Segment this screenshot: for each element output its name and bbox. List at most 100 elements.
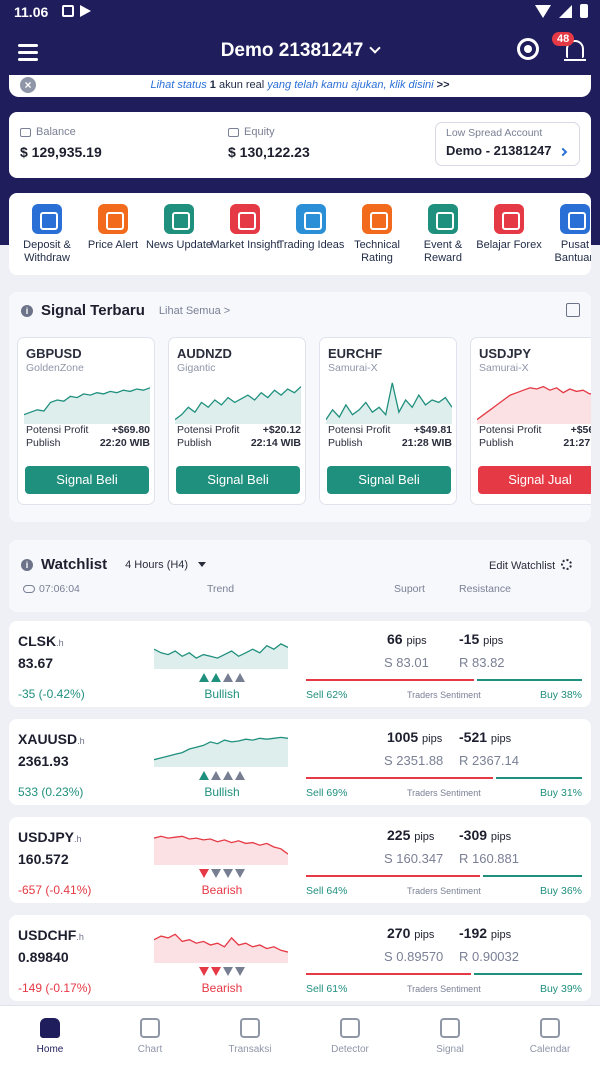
publish-value: 21:27 W bbox=[563, 437, 591, 449]
col-trend: Trend bbox=[207, 583, 235, 595]
price: 83.67 bbox=[18, 655, 54, 671]
menu-item-label: Pusat Bantuan bbox=[554, 239, 592, 264]
cloud-icon bbox=[23, 585, 35, 593]
customer-support-icon[interactable] bbox=[517, 38, 539, 60]
nav-calendar[interactable]: Calendar bbox=[500, 1018, 600, 1055]
signal-buy-button[interactable]: Signal Beli bbox=[25, 466, 149, 494]
nav-home[interactable]: Home bbox=[0, 1018, 100, 1055]
watchlist-row[interactable]: CLSK.h 83.67 -35 (-0.42%) Bullish 66 pips -15… bbox=[9, 621, 591, 707]
triangle-up-icon bbox=[235, 771, 245, 780]
triangle-up-icon bbox=[199, 673, 209, 682]
expand-icon[interactable] bbox=[566, 303, 580, 317]
alert-icon bbox=[98, 204, 128, 234]
signal-pair: AUDNZD bbox=[177, 346, 232, 361]
signal-card[interactable]: GBPUSD GoldenZone Potensi Profit +$69.80 Pub… bbox=[17, 337, 155, 505]
price: 160.572 bbox=[18, 851, 69, 867]
nav-transaksi[interactable]: Transaksi bbox=[200, 1018, 300, 1055]
pips-unit: pips bbox=[490, 929, 512, 941]
menu-item-2[interactable]: News Update bbox=[144, 204, 214, 252]
watchlist-row[interactable]: XAUUSD.h 2361.93 533 (0.23%) Bullish 1005 pi… bbox=[9, 719, 591, 805]
trend-sparkline bbox=[153, 835, 289, 865]
menu-item-4[interactable]: Trading Ideas bbox=[276, 204, 346, 252]
bell-icon[interactable] bbox=[564, 40, 586, 61]
signal-buy-button[interactable]: Signal Beli bbox=[176, 466, 300, 494]
symbol: XAUUSD.h bbox=[18, 731, 85, 747]
publish-value: 22:20 WIB bbox=[99, 437, 150, 449]
triangle-down-icon bbox=[235, 967, 245, 976]
sell-sentiment: Sell 64% bbox=[306, 885, 348, 897]
publish-value: 21:28 WIB bbox=[401, 437, 452, 449]
signal-sell-button[interactable]: Signal Jual bbox=[478, 466, 591, 494]
support-level: S 0.89570 bbox=[384, 949, 444, 964]
edit-watchlist-button[interactable]: Edit Watchlist bbox=[489, 558, 573, 572]
menu-item-5[interactable]: Technical Rating bbox=[342, 204, 412, 265]
sparkline-area bbox=[24, 387, 150, 424]
info-icon[interactable]: i bbox=[21, 304, 33, 317]
menu-item-label: Technical Rating bbox=[354, 239, 400, 264]
menu-item-6[interactable]: Event & Reward bbox=[408, 204, 478, 265]
pips-unit: pips bbox=[414, 929, 435, 941]
menu-item-3[interactable]: Market Insight bbox=[210, 204, 280, 252]
triangle-up-icon bbox=[211, 673, 221, 682]
menu-item-1[interactable]: Price Alert bbox=[78, 204, 148, 252]
chevron-down-icon bbox=[369, 42, 381, 54]
notice-count: 1 bbox=[209, 79, 216, 91]
menu-hamburger-icon[interactable] bbox=[18, 44, 38, 61]
support-pips: 225 pips bbox=[387, 827, 434, 843]
account-selector[interactable]: Demo 21381247 bbox=[0, 40, 600, 62]
sell-sentiment-bar bbox=[306, 875, 480, 877]
account-status-notice[interactable]: × Lihat status 1 akun real yang telah ka… bbox=[9, 75, 591, 97]
trend-chart bbox=[153, 927, 289, 963]
triangle-up-icon bbox=[211, 771, 221, 780]
publish-row: Publish 22:14 WIB bbox=[177, 437, 301, 449]
timeframe-dropdown[interactable]: 4 Hours (H4) bbox=[125, 559, 207, 571]
publish-row: Publish 21:28 WIB bbox=[328, 437, 452, 449]
watchlist-row[interactable]: USDCHF.h 0.89840 -149 (-0.17%) Bearish 270 p… bbox=[9, 915, 591, 1001]
support-pips: 66 pips bbox=[387, 631, 427, 647]
notification-badge: 48 bbox=[552, 32, 575, 46]
nav-chart[interactable]: Chart bbox=[100, 1018, 200, 1055]
signal-pair: USDJPY bbox=[479, 346, 532, 361]
profit-value: +$56.3 bbox=[570, 424, 591, 436]
edit-watchlist-label: Edit Watchlist bbox=[489, 560, 556, 572]
sparkline-area bbox=[154, 934, 288, 963]
signal-card[interactable]: EURCHF Samurai-X Potensi Profit +$49.81 Publ… bbox=[319, 337, 457, 505]
signal-buy-button[interactable]: Signal Beli bbox=[327, 466, 451, 494]
signal-card[interactable]: AUDNZD Gigantic Potensi Profit +$20.12 Publi… bbox=[168, 337, 306, 505]
menu-item-label: News Update bbox=[145, 239, 213, 251]
equity-icon bbox=[228, 127, 239, 137]
price-change: -657 (-0.41%) bbox=[18, 883, 92, 897]
pips-unit: pips bbox=[414, 831, 435, 843]
ideas-icon bbox=[296, 204, 326, 234]
resistance-pips-value: -15 bbox=[459, 631, 480, 647]
menu-item-0[interactable]: Deposit & Withdraw bbox=[12, 204, 82, 265]
resistance-pips: -192 pips bbox=[459, 925, 511, 941]
symbol-suffix: .h bbox=[56, 638, 64, 648]
notice-suffix: >> bbox=[436, 79, 450, 91]
nav-signal[interactable]: Signal bbox=[400, 1018, 500, 1055]
quick-menu: Deposit & Withdraw Price Alert News Update… bbox=[9, 193, 591, 275]
watchlist-row[interactable]: USDJPY.h 160.572 -657 (-0.41%) Bearish 225 p… bbox=[9, 817, 591, 903]
update-time-value: 07:06:04 bbox=[39, 583, 80, 595]
signal-chart bbox=[174, 376, 302, 424]
menu-item-8[interactable]: Pusat Bantuan bbox=[540, 204, 591, 265]
publish-label: Publish bbox=[177, 437, 212, 449]
buy-sentiment-bar bbox=[474, 973, 582, 975]
menu-item-7[interactable]: Belajar Forex bbox=[474, 204, 544, 252]
profit-label: Potensi Profit bbox=[479, 424, 542, 436]
see-all-link[interactable]: Lihat Semua > bbox=[158, 304, 231, 317]
nav-detector[interactable]: Detector bbox=[300, 1018, 400, 1055]
account-type-button[interactable]: Low Spread Account Demo - 21381247 bbox=[435, 122, 580, 166]
info-icon[interactable]: i bbox=[21, 558, 33, 571]
price: 0.89840 bbox=[18, 949, 69, 965]
notice-link[interactable]: yang telah kamu ajukan, klik disini bbox=[267, 79, 434, 91]
menu-item-label: Event & Reward bbox=[423, 239, 463, 264]
update-time: 07:06:04 bbox=[23, 583, 80, 595]
close-icon[interactable]: × bbox=[20, 77, 36, 93]
chevron-right-icon bbox=[558, 147, 567, 157]
chart-icon bbox=[140, 1018, 160, 1038]
signal-icon bbox=[440, 1018, 460, 1038]
signal-strategy: GoldenZone bbox=[26, 362, 84, 374]
triangle-up-icon bbox=[199, 771, 209, 780]
